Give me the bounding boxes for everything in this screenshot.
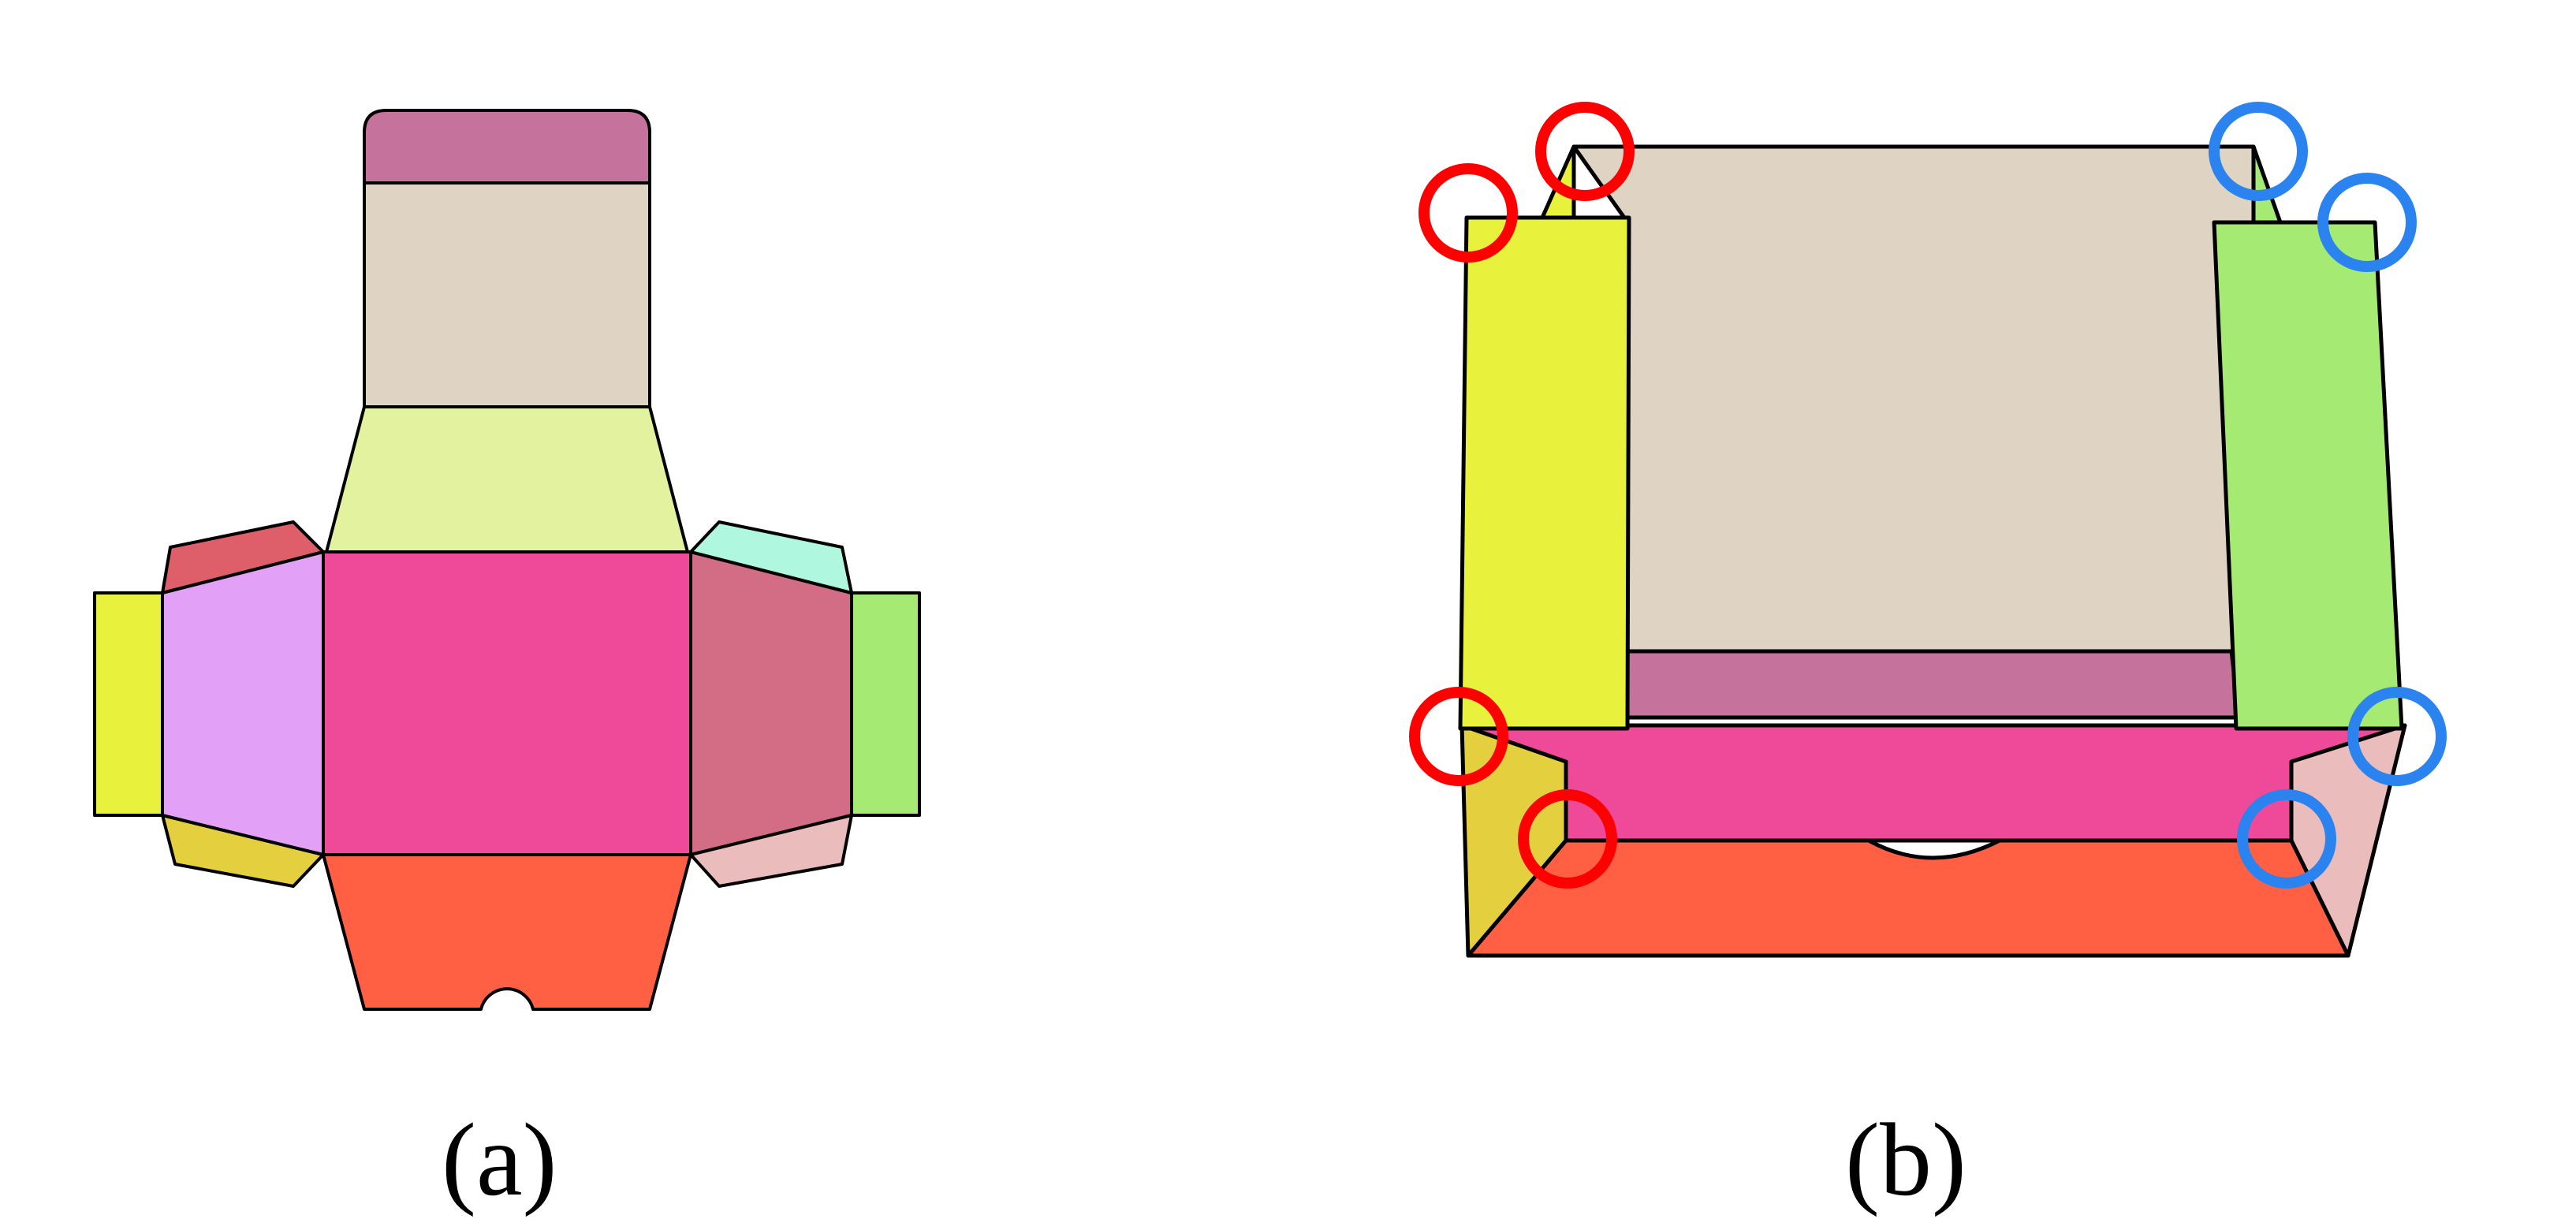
marker-red <box>1418 163 1518 263</box>
right-corner-markers <box>2209 102 2447 889</box>
center-panel <box>322 550 692 856</box>
box-right-corner-flap <box>2289 723 2407 958</box>
box-left-corner-flap <box>1459 723 1568 958</box>
box-back-wall <box>1571 144 2273 657</box>
lid-panel <box>363 181 651 408</box>
marker-red <box>1535 102 1635 201</box>
marker-red <box>1518 789 1617 889</box>
caption-b: (b) <box>1845 1101 1966 1217</box>
box-back-strip <box>1622 649 2242 720</box>
box-right-wall <box>2212 220 2404 731</box>
marker-red <box>1409 687 1508 786</box>
folded-box <box>1458 144 2407 958</box>
left-outer-tab <box>93 591 164 817</box>
marker-blue <box>2237 789 2336 889</box>
front-panel <box>322 853 692 1011</box>
lid-tab <box>363 109 651 184</box>
lid-flap <box>325 405 689 554</box>
left-side-panel <box>161 550 325 856</box>
marker-blue <box>2209 102 2308 201</box>
lower-right-flap <box>689 814 853 888</box>
box-bottom-front <box>1466 838 2350 958</box>
box-right-top-corner <box>2251 144 2283 225</box>
left-corner-markers <box>1409 102 1635 889</box>
box-left-wall <box>1458 215 1631 731</box>
upper-right-flap <box>689 520 853 594</box>
right-side-panel <box>689 550 853 856</box>
right-outer-tab <box>850 591 921 817</box>
unfolded-box-net <box>93 109 921 1011</box>
marker-blue <box>2317 173 2417 272</box>
caption-a: (a) <box>442 1101 557 1217</box>
marker-blue <box>2347 687 2447 786</box>
